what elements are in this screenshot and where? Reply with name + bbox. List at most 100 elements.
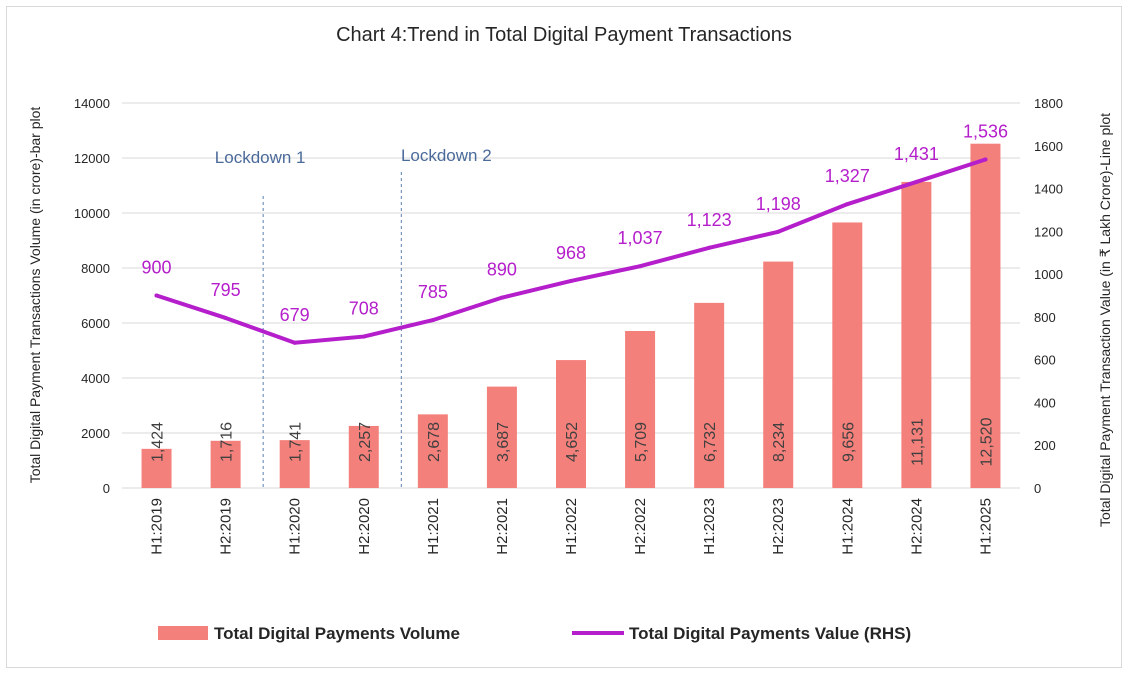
line-data-label: 1,536 [963, 121, 1008, 141]
bar-data-label: 5,709 [633, 422, 650, 462]
line-point [983, 157, 988, 162]
bar-data-label: 8,234 [771, 422, 788, 462]
bar-data-label: 2,257 [357, 422, 374, 462]
y2-tick-label: 1600 [1034, 139, 1063, 154]
line-labels: 900 795 679 708 785 890 968 1,037 1,123 1,198 1,32… [142, 121, 1008, 324]
line-data-label: 1,037 [618, 228, 663, 248]
bar-data-label: 12,520 [978, 417, 995, 466]
bar-data-label: 11,131 [909, 418, 926, 466]
y2-tick-label: 400 [1034, 395, 1056, 410]
x-tick-label: H2:2021 [494, 498, 511, 555]
line-data-label: 708 [349, 299, 379, 319]
y2-tick-label: 1800 [1034, 96, 1063, 111]
bar [832, 222, 863, 488]
legend-label-value: Total Digital Payments Value (RHS) [629, 624, 911, 643]
line-point [292, 340, 297, 345]
bar [556, 360, 586, 488]
y2-tick-label: 1200 [1034, 224, 1063, 239]
x-tick-label: H1:2025 [977, 498, 994, 555]
line-series [154, 157, 988, 345]
line-point [638, 264, 643, 269]
lockdown-annotation: Lockdown 1 [215, 148, 306, 167]
x-tick-label: H2:2022 [632, 498, 649, 555]
y2-axis-ticks: 0 200 400 600 800 1000 1200 1400 1600 1800 [1034, 96, 1063, 496]
bar [970, 143, 1001, 488]
y2-tick-label: 200 [1034, 438, 1056, 453]
line-data-label: 795 [211, 280, 241, 300]
y-tick-label: 4000 [81, 371, 110, 386]
x-tick-label: H1:2023 [701, 498, 718, 555]
y2-axis-title: Total Digital Payment Transaction Value … [1097, 113, 1113, 527]
line-point [845, 202, 850, 207]
gridlines [122, 102, 1020, 489]
line-data-label: 968 [556, 243, 586, 263]
y-tick-label: 10000 [74, 206, 110, 221]
line-data-label: 900 [142, 258, 172, 278]
line-point [776, 229, 781, 234]
line-data-label: 1,123 [687, 210, 732, 230]
chart-frame [6, 6, 1122, 668]
bar [694, 302, 725, 488]
bar [210, 440, 241, 488]
bar [901, 181, 932, 488]
bar-data-label: 1,716 [219, 422, 236, 462]
x-tick-label: H2:2024 [908, 498, 925, 555]
line-point [154, 293, 159, 298]
x-tick-label: H1:2019 [149, 498, 166, 555]
y-tick-label: 0 [103, 481, 110, 496]
bar [417, 414, 448, 488]
legend-label-volume: Total Digital Payments Volume [214, 624, 460, 643]
chart-title: Chart 4:Trend in Total Digital Payment T… [336, 24, 792, 46]
x-tick-label: H1:2021 [425, 498, 442, 555]
lockdown-annotation: Lockdown 2 [401, 146, 492, 165]
legend: Total Digital Payments Volume Total Digit… [158, 624, 911, 643]
line-data-label: 785 [418, 282, 448, 302]
bar-data-label: 2,678 [426, 422, 443, 462]
x-tick-label: H1:2020 [287, 498, 304, 555]
line-point [361, 334, 366, 339]
bar [486, 386, 517, 488]
bar-data-label: 1,424 [150, 422, 167, 462]
annotations: Lockdown 1 Lockdown 2 [215, 146, 492, 488]
x-tick-label: H1:2024 [839, 498, 856, 555]
line-data-label: 1,327 [825, 166, 870, 186]
line-point [499, 295, 504, 300]
y-axis-title: Total Digital Payment Transactions Volum… [27, 107, 43, 484]
bar [348, 425, 379, 488]
bar-data-label: 3,687 [495, 422, 512, 462]
line-data-label: 1,431 [894, 144, 939, 164]
y-tick-label: 6000 [81, 316, 110, 331]
line-point [707, 245, 712, 250]
bar-data-label: 9,656 [840, 422, 857, 462]
y-tick-label: 2000 [81, 426, 110, 441]
bar [141, 448, 172, 488]
bar-labels: 1,424 1,716 1,741 2,257 2,678 3,687 4,652 5,709… [150, 417, 996, 466]
line-data-label: 890 [487, 260, 517, 280]
line-point [430, 318, 435, 323]
y-tick-label: 14000 [74, 96, 110, 111]
bar [279, 440, 310, 488]
x-tick-label: H1:2022 [563, 498, 580, 555]
line-point [569, 278, 573, 283]
bar-data-label: 1,741 [288, 422, 305, 462]
y-tick-label: 12000 [74, 151, 110, 166]
legend-swatch-volume [158, 626, 208, 640]
bar [763, 261, 794, 488]
bar-data-label: 4,652 [564, 422, 581, 462]
y2-tick-label: 1400 [1034, 182, 1063, 197]
y2-tick-label: 600 [1034, 353, 1056, 368]
y2-tick-label: 800 [1034, 310, 1056, 325]
bar-series [141, 143, 1001, 488]
line-point [223, 315, 228, 320]
bar-data-label: 6,732 [702, 422, 719, 462]
y-axis-ticks: 0 2000 4000 6000 8000 10000 12000 14000 [74, 96, 110, 496]
line-data-label: 679 [280, 305, 310, 325]
y-tick-label: 8000 [81, 261, 110, 276]
y2-tick-label: 0 [1034, 481, 1041, 496]
x-tick-label: H2:2020 [356, 498, 373, 555]
x-tick-label: H2:2019 [218, 498, 235, 555]
line-data-label: 1,198 [756, 194, 801, 214]
x-tick-label: H2:2023 [770, 498, 787, 555]
x-axis-ticks: H1:2019 H2:2019 H1:2020 H2:2020 H1:2021 H2:20… [149, 498, 995, 555]
